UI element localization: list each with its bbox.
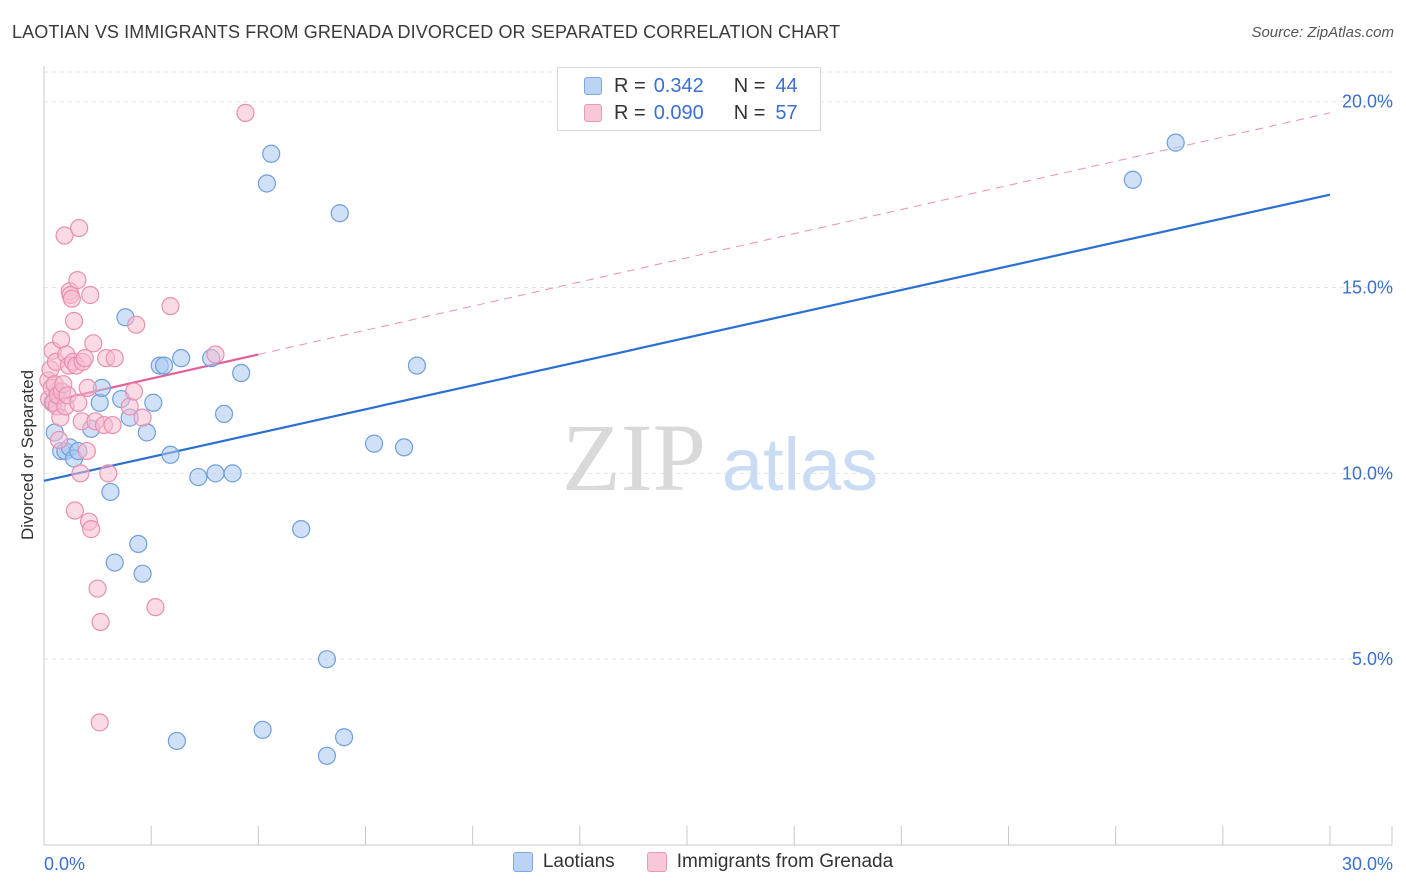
- laotian-point: [105, 553, 124, 572]
- laotian-point: [167, 731, 186, 751]
- legend-label-grenada: Immigrants from Grenada: [676, 851, 894, 872]
- grenada-point: [55, 226, 74, 245]
- laotian-point: [90, 393, 109, 412]
- y-axis-label: Divorced or Separated: [18, 369, 37, 541]
- grenada-point: [69, 393, 88, 412]
- legend-item-grenada: Immigrants from Grenada: [646, 851, 894, 873]
- watermark-atlas: atlas: [722, 423, 878, 506]
- laotian-point: [253, 720, 272, 739]
- laotian-point: [407, 356, 427, 375]
- laotian-point: [232, 363, 251, 383]
- grenada-point: [99, 464, 118, 483]
- y-tick-label: 5.0%: [1352, 649, 1393, 669]
- correlation-legend: R = 0.342 N = 44 R = 0.090 N = 57: [557, 67, 821, 131]
- watermark: ZIP atlas: [562, 404, 878, 511]
- grenada-point: [49, 430, 69, 450]
- series-legend: Laotians Immigrants from Grenada: [0, 851, 1406, 873]
- legend-r-label: R =: [614, 74, 646, 97]
- grenada-point: [105, 349, 124, 368]
- legend-swatch-blue: [584, 77, 602, 95]
- legend-swatch-grenada: [646, 852, 667, 872]
- grenada-point: [84, 334, 103, 353]
- laotian-point: [129, 534, 148, 554]
- grenada-point: [91, 612, 110, 632]
- tick-labels: 5.0% 10.0% 15.0% 20.0% 0.0% 30.0%: [44, 92, 1393, 874]
- y-tick-label: 10.0%: [1342, 463, 1393, 483]
- laotian-point: [144, 393, 163, 412]
- laotian-point: [317, 746, 337, 765]
- legend-n-label: N =: [733, 101, 766, 124]
- laotian-point: [172, 349, 191, 368]
- grenada-point: [82, 520, 101, 539]
- laotian-point: [262, 144, 281, 163]
- grenada-point: [62, 289, 81, 308]
- laotian-point: [206, 464, 225, 483]
- laotian-point: [1123, 170, 1142, 189]
- y-tick-label: 15.0%: [1342, 278, 1393, 298]
- laotian-trend-line: [43, 193, 1331, 482]
- legend-swatch-pink: [584, 104, 602, 122]
- grenada-point: [146, 598, 165, 617]
- x-tick-label-max: 30.0%: [1342, 854, 1393, 874]
- laotian-point: [364, 434, 384, 453]
- legend-row-laotians: R = 0.342 N = 44: [584, 73, 798, 99]
- grenada-point: [88, 579, 107, 598]
- grenada-point: [65, 501, 84, 520]
- laotian-point: [330, 204, 349, 223]
- laotian-point: [214, 404, 234, 424]
- legend-label-laotians: Laotians: [542, 851, 615, 872]
- grenada-trend-extension: [258, 112, 1331, 355]
- grenada-point: [206, 345, 225, 364]
- grenada-point: [103, 415, 122, 435]
- laotian-point: [101, 482, 120, 502]
- laotian-point: [292, 520, 311, 539]
- grenada-point: [81, 285, 100, 305]
- chart-title: LAOTIAN VS IMMIGRANTS FROM GRENADA DIVOR…: [12, 22, 841, 42]
- grenada-point: [64, 311, 84, 331]
- laotian-point: [1166, 133, 1185, 152]
- grenada-point: [71, 464, 90, 483]
- grenada-point: [75, 349, 94, 368]
- grenada-point: [68, 271, 87, 290]
- y-tick-label: 20.0%: [1342, 92, 1393, 112]
- grenada-point: [77, 441, 96, 461]
- laotian-point: [133, 564, 152, 583]
- laotian-point: [317, 650, 337, 669]
- source-credit: Source: ZipAtlas.com: [1251, 24, 1394, 41]
- laotian-point: [394, 438, 414, 457]
- laotian-point: [334, 728, 354, 747]
- legend-r-value: 0.090: [653, 101, 704, 124]
- grenada-point: [161, 297, 180, 316]
- grenada-point: [124, 382, 144, 401]
- grenada-point: [78, 378, 97, 397]
- x-tick-label-min: 0.0%: [44, 854, 85, 874]
- grenada-point: [133, 408, 152, 427]
- grenada-point: [127, 315, 146, 334]
- grenada-point: [90, 713, 109, 732]
- legend-n-value: 57: [775, 101, 798, 124]
- laotian-point: [223, 464, 242, 483]
- laotian-point: [161, 445, 180, 464]
- legend-row-grenada: R = 0.090 N = 57: [584, 100, 798, 126]
- legend-r-value: 0.342: [653, 74, 704, 97]
- grenada-point: [236, 103, 255, 122]
- legend-swatch-laotians: [512, 852, 533, 872]
- laotian-point: [189, 467, 208, 487]
- watermark-zip: ZIP: [562, 404, 706, 511]
- data-points: [39, 103, 1185, 765]
- legend-r-label: R =: [614, 101, 646, 124]
- laotian-point: [257, 174, 277, 193]
- legend-n-value: 44: [775, 74, 798, 97]
- legend-item-laotians: Laotians: [512, 851, 615, 873]
- axes: [43, 66, 1393, 846]
- laotian-point: [154, 356, 174, 375]
- grenada-point: [70, 218, 89, 238]
- legend-n-label: N =: [733, 74, 766, 97]
